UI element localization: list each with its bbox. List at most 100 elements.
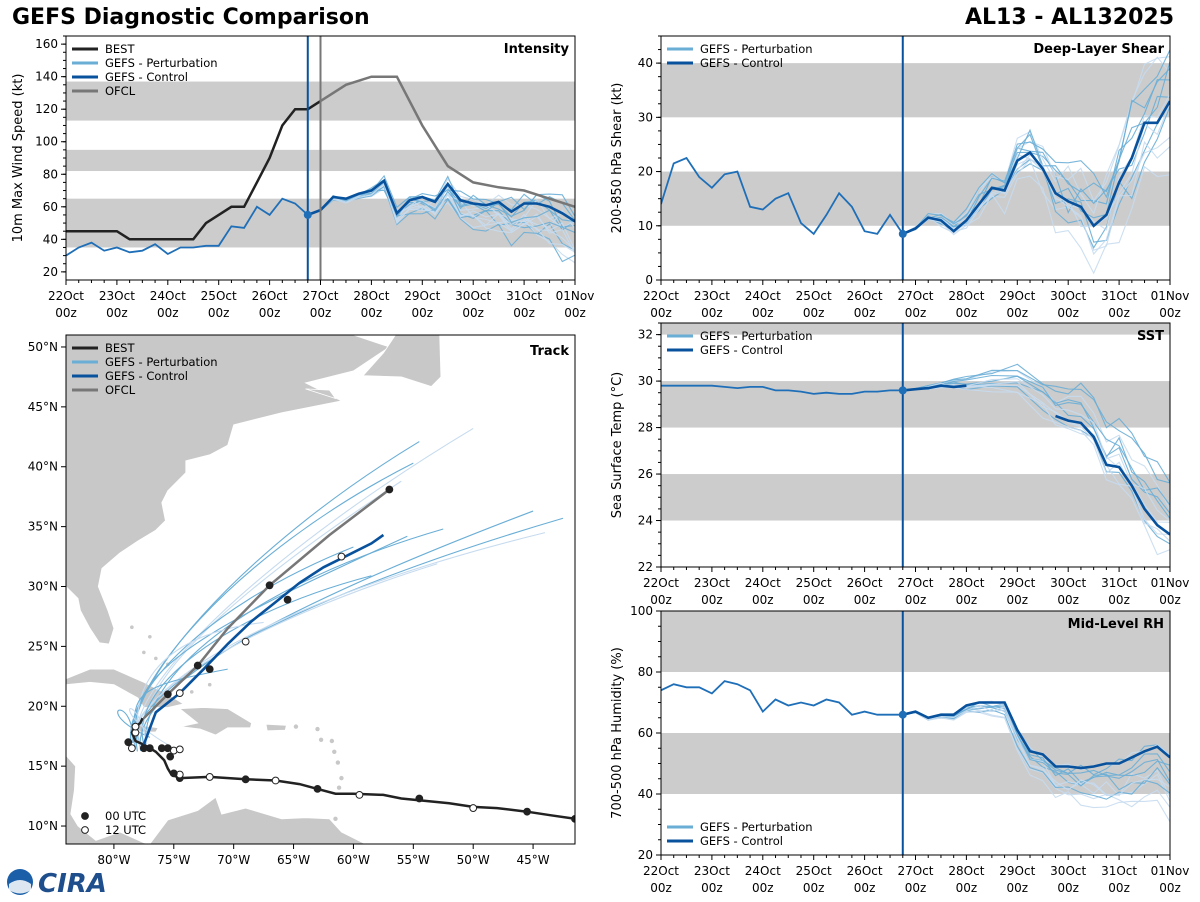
- intensity-control-line: [307, 178, 575, 223]
- sst-control-line-1: [902, 384, 967, 392]
- shear-xtick-label: 24Oct: [745, 289, 781, 303]
- rh-ytick-label: 80: [638, 665, 653, 679]
- shear-perturbation-7: [902, 93, 1170, 235]
- rh-xtick-label: 24Oct: [745, 864, 781, 878]
- rh-xtick-sublabel: 00z: [905, 881, 927, 895]
- rh-xtick-label: 25Oct: [796, 864, 832, 878]
- intensity-xtick-label: 23Oct: [99, 289, 135, 303]
- intensity-ytick-label: 120: [35, 102, 58, 116]
- sst-xtick-label: 01Nov: [1151, 576, 1190, 590]
- shear-xtick-label: 31Oct: [1101, 289, 1137, 303]
- rh-ytick-label: 40: [638, 787, 653, 801]
- shear-xtick-sublabel: 00z: [803, 306, 825, 320]
- intensity-ytick-label: 80: [43, 167, 58, 181]
- shear-xtick-sublabel: 00z: [905, 306, 927, 320]
- sst-xtick-sublabel: 00z: [956, 593, 978, 607]
- intensity-xtick-sublabel: 00z: [462, 306, 484, 320]
- intensity-xtick-sublabel: 00z: [564, 306, 586, 320]
- shear-xtick-sublabel: 00z: [854, 306, 876, 320]
- shear-xtick-label: 27Oct: [897, 289, 933, 303]
- intensity-ytick-label: 160: [35, 37, 58, 51]
- intensity-xtick-label: 29Oct: [404, 289, 440, 303]
- rh-control-line: [902, 701, 1170, 770]
- track-ytick-label: 45°N: [28, 400, 58, 414]
- land-bahamas-7: [207, 682, 212, 687]
- shear-perturbation-3: [902, 136, 1170, 251]
- track-best-point-12: [166, 752, 175, 761]
- track-perturbation-3: [141, 480, 402, 750]
- shear-control-line: [902, 100, 1170, 236]
- sst-ytick-label: 32: [638, 328, 653, 342]
- intensity-title: Intensity: [504, 42, 570, 57]
- sst-legend-label: GEFS - Perturbation: [700, 329, 813, 343]
- rh-perturbation-3: [902, 711, 1170, 808]
- shear-perturbation-10: [902, 61, 1170, 235]
- intensity-xtick-sublabel: 00z: [106, 306, 128, 320]
- rh-title: Mid-Level RH: [1068, 617, 1164, 632]
- sst-xtick-sublabel: 00z: [1007, 593, 1029, 607]
- intensity-xtick-sublabel: 00z: [513, 306, 535, 320]
- land-hispaniola: [178, 707, 253, 736]
- shear-ytick-label: 40: [638, 56, 653, 70]
- track-xtick-label: 65°W: [277, 853, 310, 867]
- track-marker-legend-label: 00 UTC: [105, 809, 146, 823]
- sst-xtick-label: 28Oct: [948, 576, 984, 590]
- shear-xtick-label: 26Oct: [847, 289, 883, 303]
- intensity-ofcl-line: [319, 75, 575, 208]
- track-best-point-22: [175, 745, 184, 754]
- track-ytick-label: 50°N: [28, 340, 58, 354]
- track-ytick-label: 40°N: [28, 460, 58, 474]
- rh-xtick-sublabel: 00z: [854, 881, 876, 895]
- intensity-ytick-label: 140: [35, 70, 58, 84]
- rh-perturbation-6: [902, 709, 1170, 800]
- shear-perturbation-9: [902, 165, 1170, 275]
- track-control-line: [142, 533, 385, 746]
- track-perturbation-1: [133, 441, 420, 748]
- land-bahamas-1: [154, 656, 158, 661]
- rh-analysis-line: [661, 680, 903, 716]
- track-map-area: [66, 335, 575, 844]
- shear-analysis-line: [661, 156, 904, 236]
- track-ytick-label: 30°N: [28, 580, 58, 594]
- land-island-6: [329, 738, 335, 744]
- track-perturbation-8: [135, 535, 408, 747]
- land-island-7: [315, 726, 320, 732]
- sst-band-2: [661, 323, 1170, 335]
- track-ytick-label: 15°N: [28, 759, 58, 773]
- sst-analysis-line: [661, 384, 903, 395]
- intensity-init-point: [303, 210, 312, 219]
- sst-ytick-label: 22: [638, 560, 653, 574]
- rh-xtick-label: 01Nov: [1151, 864, 1190, 878]
- rh-xtick-sublabel: 00z: [1159, 881, 1181, 895]
- intensity-xtick-label: 28Oct: [353, 289, 389, 303]
- land-puerto-rico: [265, 723, 287, 732]
- sst-xtick-sublabel: 00z: [1057, 593, 1079, 607]
- track-best-point-19: [124, 738, 133, 747]
- track-legend-label: GEFS - Perturbation: [105, 355, 218, 369]
- shear-xtick-sublabel: 00z: [956, 306, 978, 320]
- track-marker-legend-swatch-1: [81, 826, 89, 834]
- shear-xtick-sublabel: 00z: [701, 306, 723, 320]
- shear-xtick-label: 22Oct: [643, 289, 679, 303]
- intensity-perturbation-14: [307, 182, 575, 224]
- track-xtick-label: 60°W: [337, 853, 370, 867]
- shear-xtick-label: 28Oct: [948, 289, 984, 303]
- shear-xtick-sublabel: 00z: [1108, 306, 1130, 320]
- intensity-legend-label: OFCL: [105, 84, 136, 98]
- intensity-xtick-label: 01Nov: [556, 289, 595, 303]
- rh-ytick-label: 100: [630, 604, 653, 618]
- sst-xtick-label: 25Oct: [796, 576, 832, 590]
- intensity-perturbation-15: [307, 182, 575, 253]
- rh-xtick-label: 31Oct: [1101, 864, 1137, 878]
- sst-ytick-label: 24: [638, 514, 653, 528]
- intensity-ytick-label: 100: [35, 135, 58, 149]
- rh-init-point: [898, 710, 907, 719]
- sst-xtick-label: 29Oct: [999, 576, 1035, 590]
- land-island-2: [339, 775, 344, 781]
- track-best-point-4: [355, 790, 364, 799]
- track-xtick-label: 80°W: [97, 853, 130, 867]
- rh-band-0: [661, 733, 1170, 794]
- shear-xtick-label: 23Oct: [694, 289, 730, 303]
- intensity-xtick-sublabel: 00z: [310, 306, 332, 320]
